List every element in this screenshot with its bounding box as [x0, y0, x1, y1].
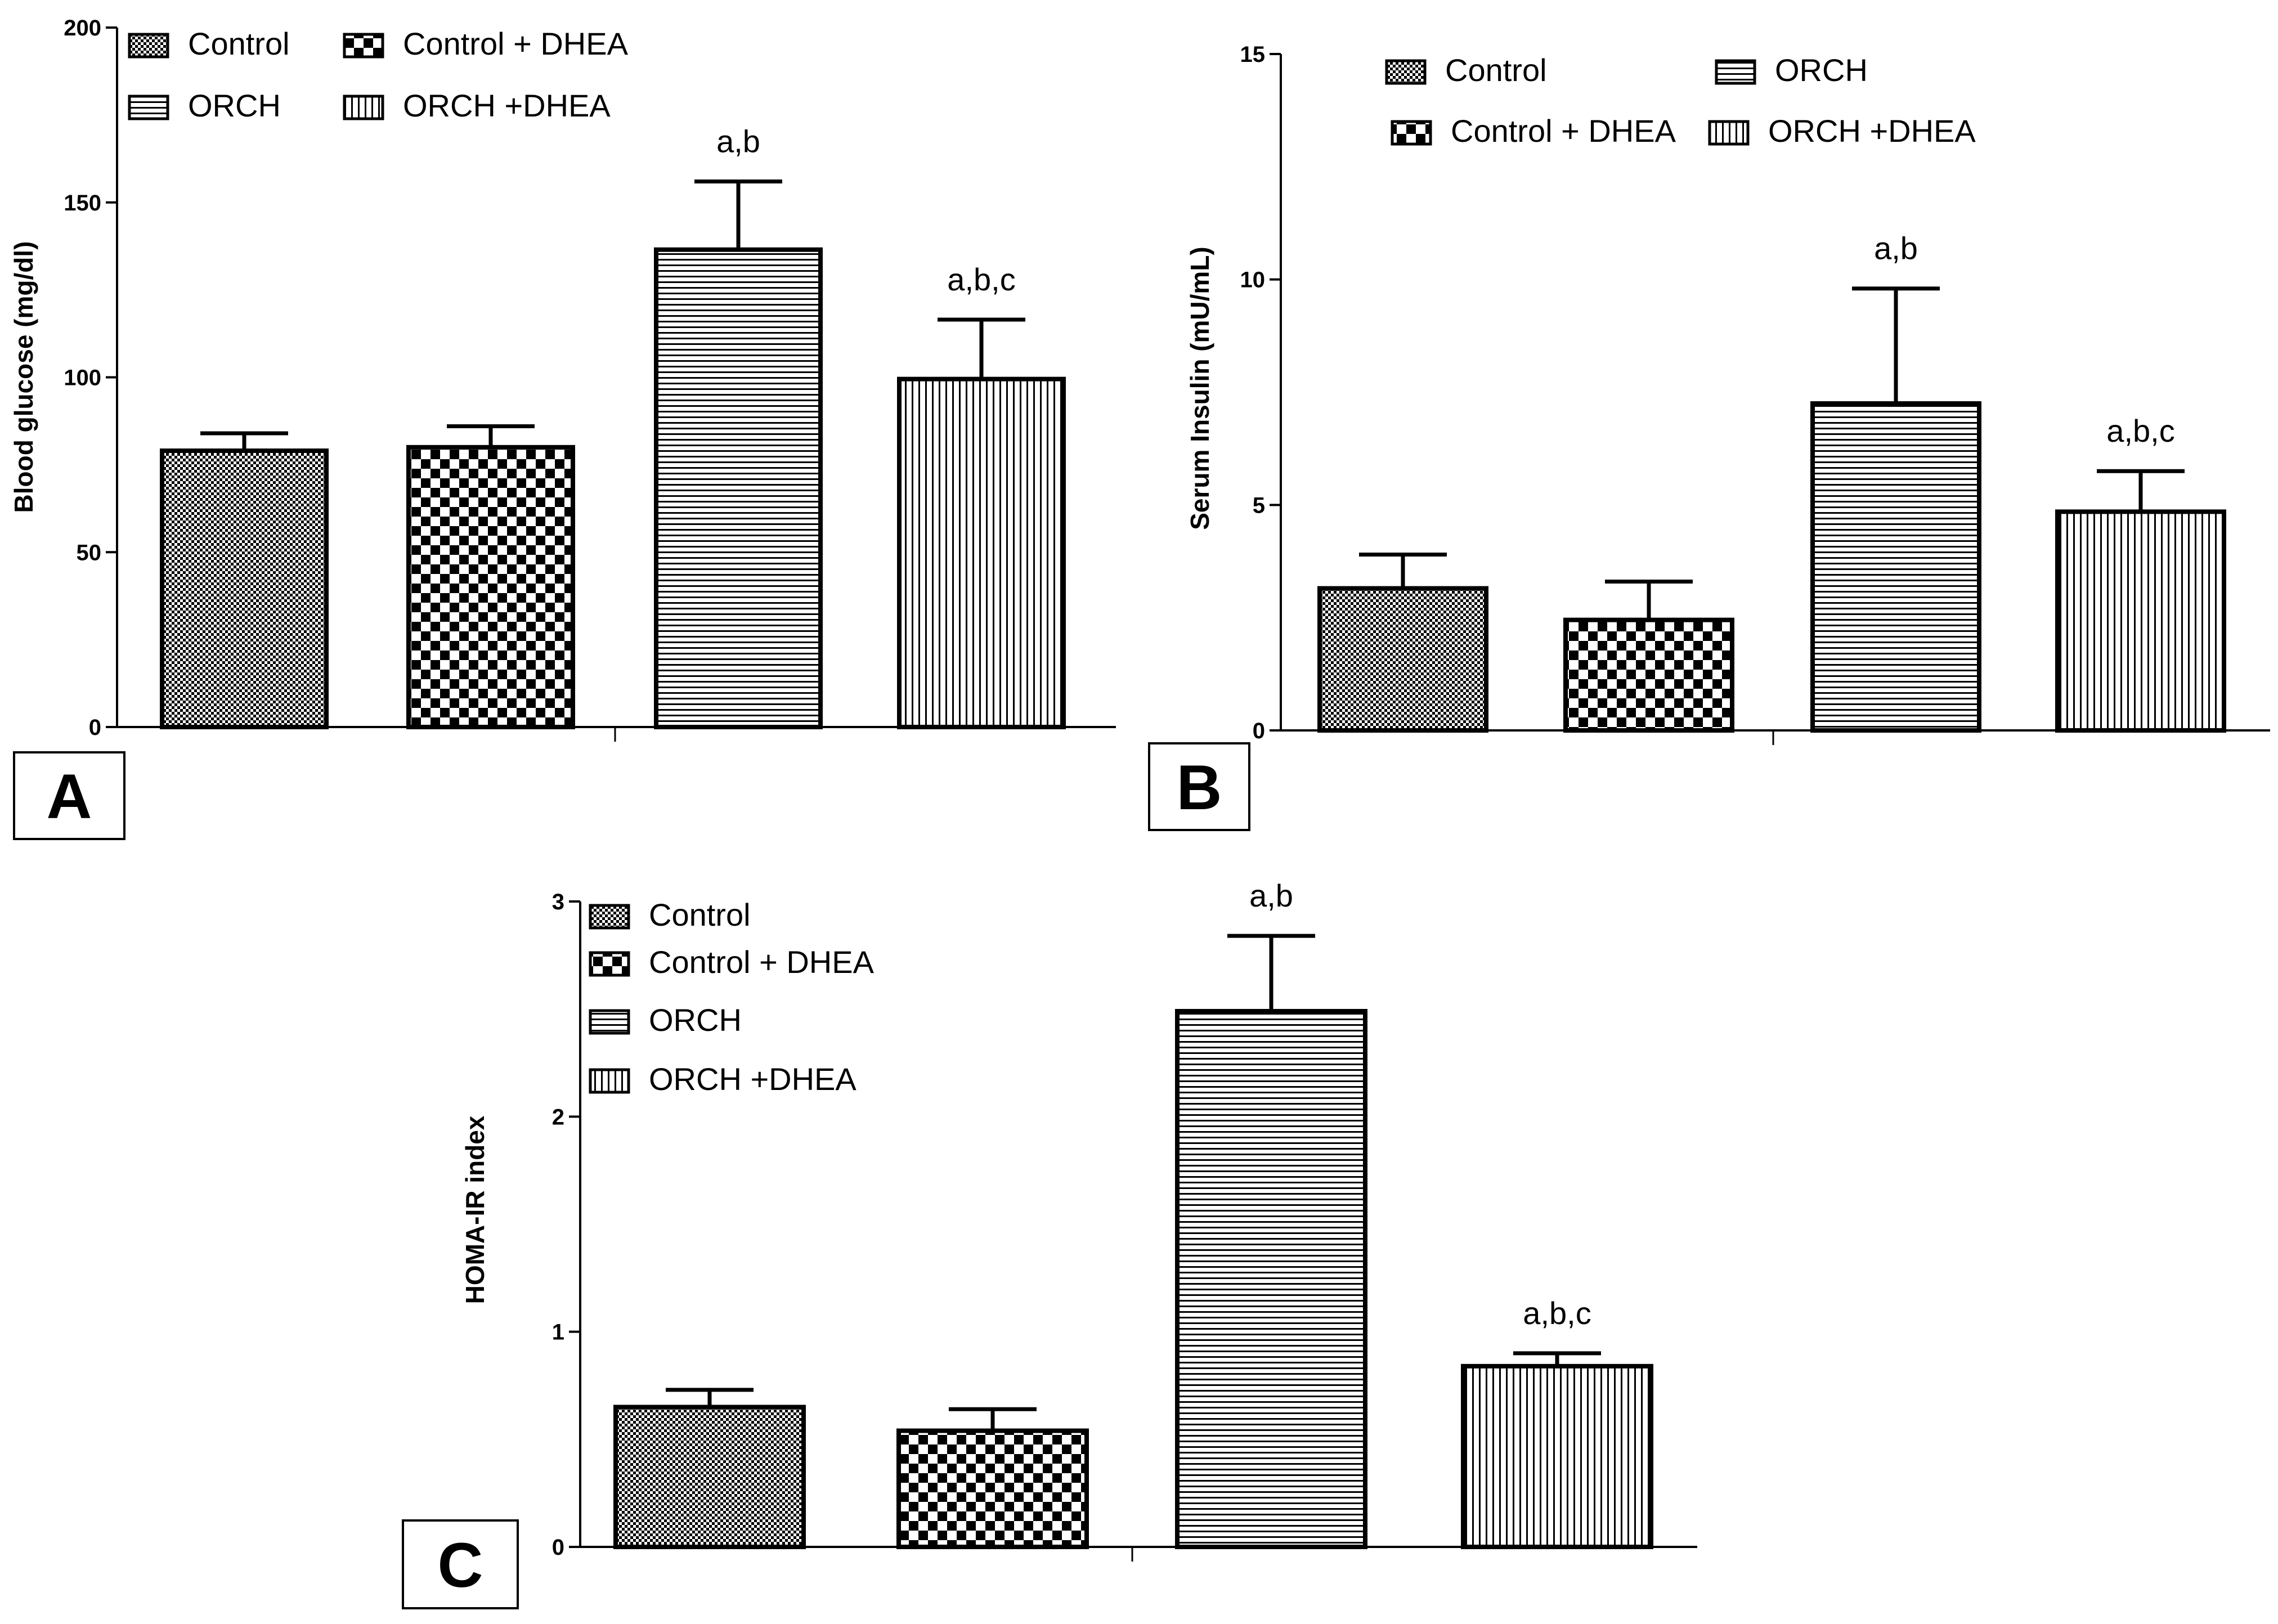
bar-orch: [1810, 401, 1981, 733]
bar-orch-dhea: [2055, 509, 2226, 733]
bar-orch: [654, 247, 823, 729]
y-tick-label: 0: [89, 715, 101, 740]
y-axis-label: Blood glucose (mg/dl): [9, 241, 38, 513]
legend-label-orch: ORCH: [1775, 52, 1868, 88]
panel-label-box: [13, 751, 125, 840]
significance-label-orch: a,b: [1874, 231, 1918, 266]
y-axis-label: HOMA-IR index: [460, 1115, 490, 1304]
legend-swatch-control: [589, 904, 630, 930]
legend-label-control-dhea: Control + DHEA: [1451, 113, 1676, 149]
significance-label-orch: a,b: [716, 123, 760, 159]
y-tick-label: 3: [552, 890, 564, 914]
legend-swatch-orch-dhea: [1708, 120, 1750, 146]
bar-control-dhea: [896, 1428, 1089, 1550]
legend-label-orch: ORCH: [649, 1002, 742, 1038]
panel-label-box: [402, 1519, 519, 1609]
legend-swatch-control: [1385, 59, 1427, 85]
y-tick-label: 10: [1240, 268, 1266, 293]
legend-swatch-control-dhea: [1391, 120, 1432, 146]
legend-label-control-dhea: Control + DHEA: [649, 944, 875, 980]
legend-swatch-orch: [128, 95, 169, 120]
panel-label: C: [438, 1530, 483, 1600]
bar-orch-dhea: [897, 376, 1066, 729]
legend-swatch-control: [128, 33, 169, 59]
legend-label-orch-dhea: ORCH +DHEA: [649, 1061, 857, 1097]
significance-label-orch-dhea: a,b,c: [1523, 1295, 1591, 1331]
y-tick-label: 2: [552, 1105, 564, 1129]
y-tick-label: 200: [64, 16, 101, 41]
chart-blood-glucose: 0 50 100 150 200 Blood glucose (mg/dl) a,b a,b,…: [9, 16, 1116, 840]
y-tick-label: 100: [64, 366, 101, 391]
legend-label-control: Control: [1445, 52, 1547, 88]
y-tick-label: 50: [77, 540, 102, 565]
y-tick-label: 1: [552, 1320, 564, 1345]
legend-label-control: Control: [188, 26, 290, 61]
legend-label-orch: ORCH: [188, 88, 281, 123]
significance-label-orch: a,b: [1249, 878, 1293, 913]
bar-control-dhea: [406, 445, 575, 729]
panel-label-box: [1148, 742, 1250, 831]
legend-swatch-control-dhea: [589, 951, 630, 977]
y-tick-label: 0: [1253, 719, 1265, 743]
bar-control: [160, 448, 329, 729]
y-tick-label: 0: [552, 1535, 564, 1560]
y-tick-label: 150: [64, 191, 101, 216]
legend-swatch-orch: [1715, 59, 1756, 85]
legend-swatch-orch-dhea: [343, 95, 384, 120]
legend-label-orch-dhea: ORCH +DHEA: [403, 88, 611, 123]
y-axis-label: Serum Insulin (mU/mL): [1185, 246, 1214, 530]
bar-control: [613, 1405, 806, 1550]
bar-orch-dhea: [1461, 1363, 1653, 1550]
y-tick-label: 5: [1253, 493, 1265, 518]
bar-control-dhea: [1563, 617, 1734, 733]
bar-orch: [1175, 1008, 1367, 1549]
chart-homa-ir: 0 1 2 3 HOMA-IR index a,b a,b,c Control Control …: [402, 878, 1697, 1609]
significance-label-orch-dhea: a,b,c: [2106, 413, 2174, 448]
legend-label-control: Control: [649, 897, 751, 932]
chart-serum-insulin: 0 5 10 15 Serum Insulin (mU/mL) a,b a,b,c Contr…: [1148, 42, 2270, 831]
panel-label: A: [47, 761, 92, 832]
significance-label-orch-dhea: a,b,c: [947, 262, 1015, 297]
legend-label-orch-dhea: ORCH +DHEA: [1768, 113, 1976, 149]
legend-swatch-control-dhea: [343, 33, 384, 59]
bar-control: [1317, 586, 1488, 733]
legend-swatch-orch-dhea: [589, 1068, 630, 1094]
legend-swatch-orch: [589, 1009, 630, 1035]
y-tick-label: 15: [1240, 42, 1266, 67]
legend-label-control-dhea: Control + DHEA: [403, 26, 629, 61]
panel-label: B: [1177, 752, 1222, 823]
